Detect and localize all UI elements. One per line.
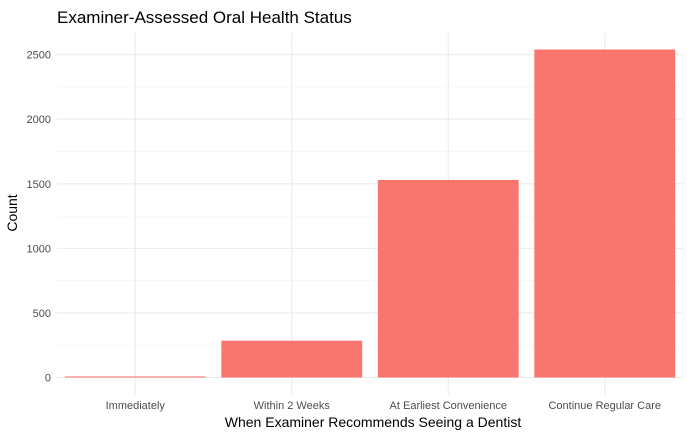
bars (64, 49, 676, 378)
y-tick-label: 2000 (27, 114, 51, 126)
x-tick-label: Immediately (106, 400, 166, 412)
y-tick-label: 0 (45, 373, 51, 385)
y-tick-label: 500 (33, 308, 51, 320)
y-axis-ticks: 0 500 1000 1500 2000 2500 (27, 50, 51, 385)
y-tick-label: 2500 (27, 50, 51, 62)
x-axis-label: When Examiner Recommends Seeing a Dentis… (225, 414, 522, 430)
x-tick-label: Within 2 Weeks (254, 400, 331, 412)
bar (534, 49, 676, 378)
chart-title: Examiner-Assessed Oral Health Status (57, 8, 352, 27)
bar (64, 376, 206, 378)
bar (221, 340, 363, 378)
x-tick-label: Continue Regular Care (548, 400, 661, 412)
y-tick-label: 1000 (27, 243, 51, 255)
y-axis-label: Count (4, 194, 20, 231)
x-tick-label: At Earliest Convenience (390, 400, 507, 412)
x-axis-ticks: Immediately Within 2 Weeks At Earliest Con… (106, 400, 661, 412)
bar (377, 179, 519, 378)
y-tick-label: 1500 (27, 179, 51, 191)
